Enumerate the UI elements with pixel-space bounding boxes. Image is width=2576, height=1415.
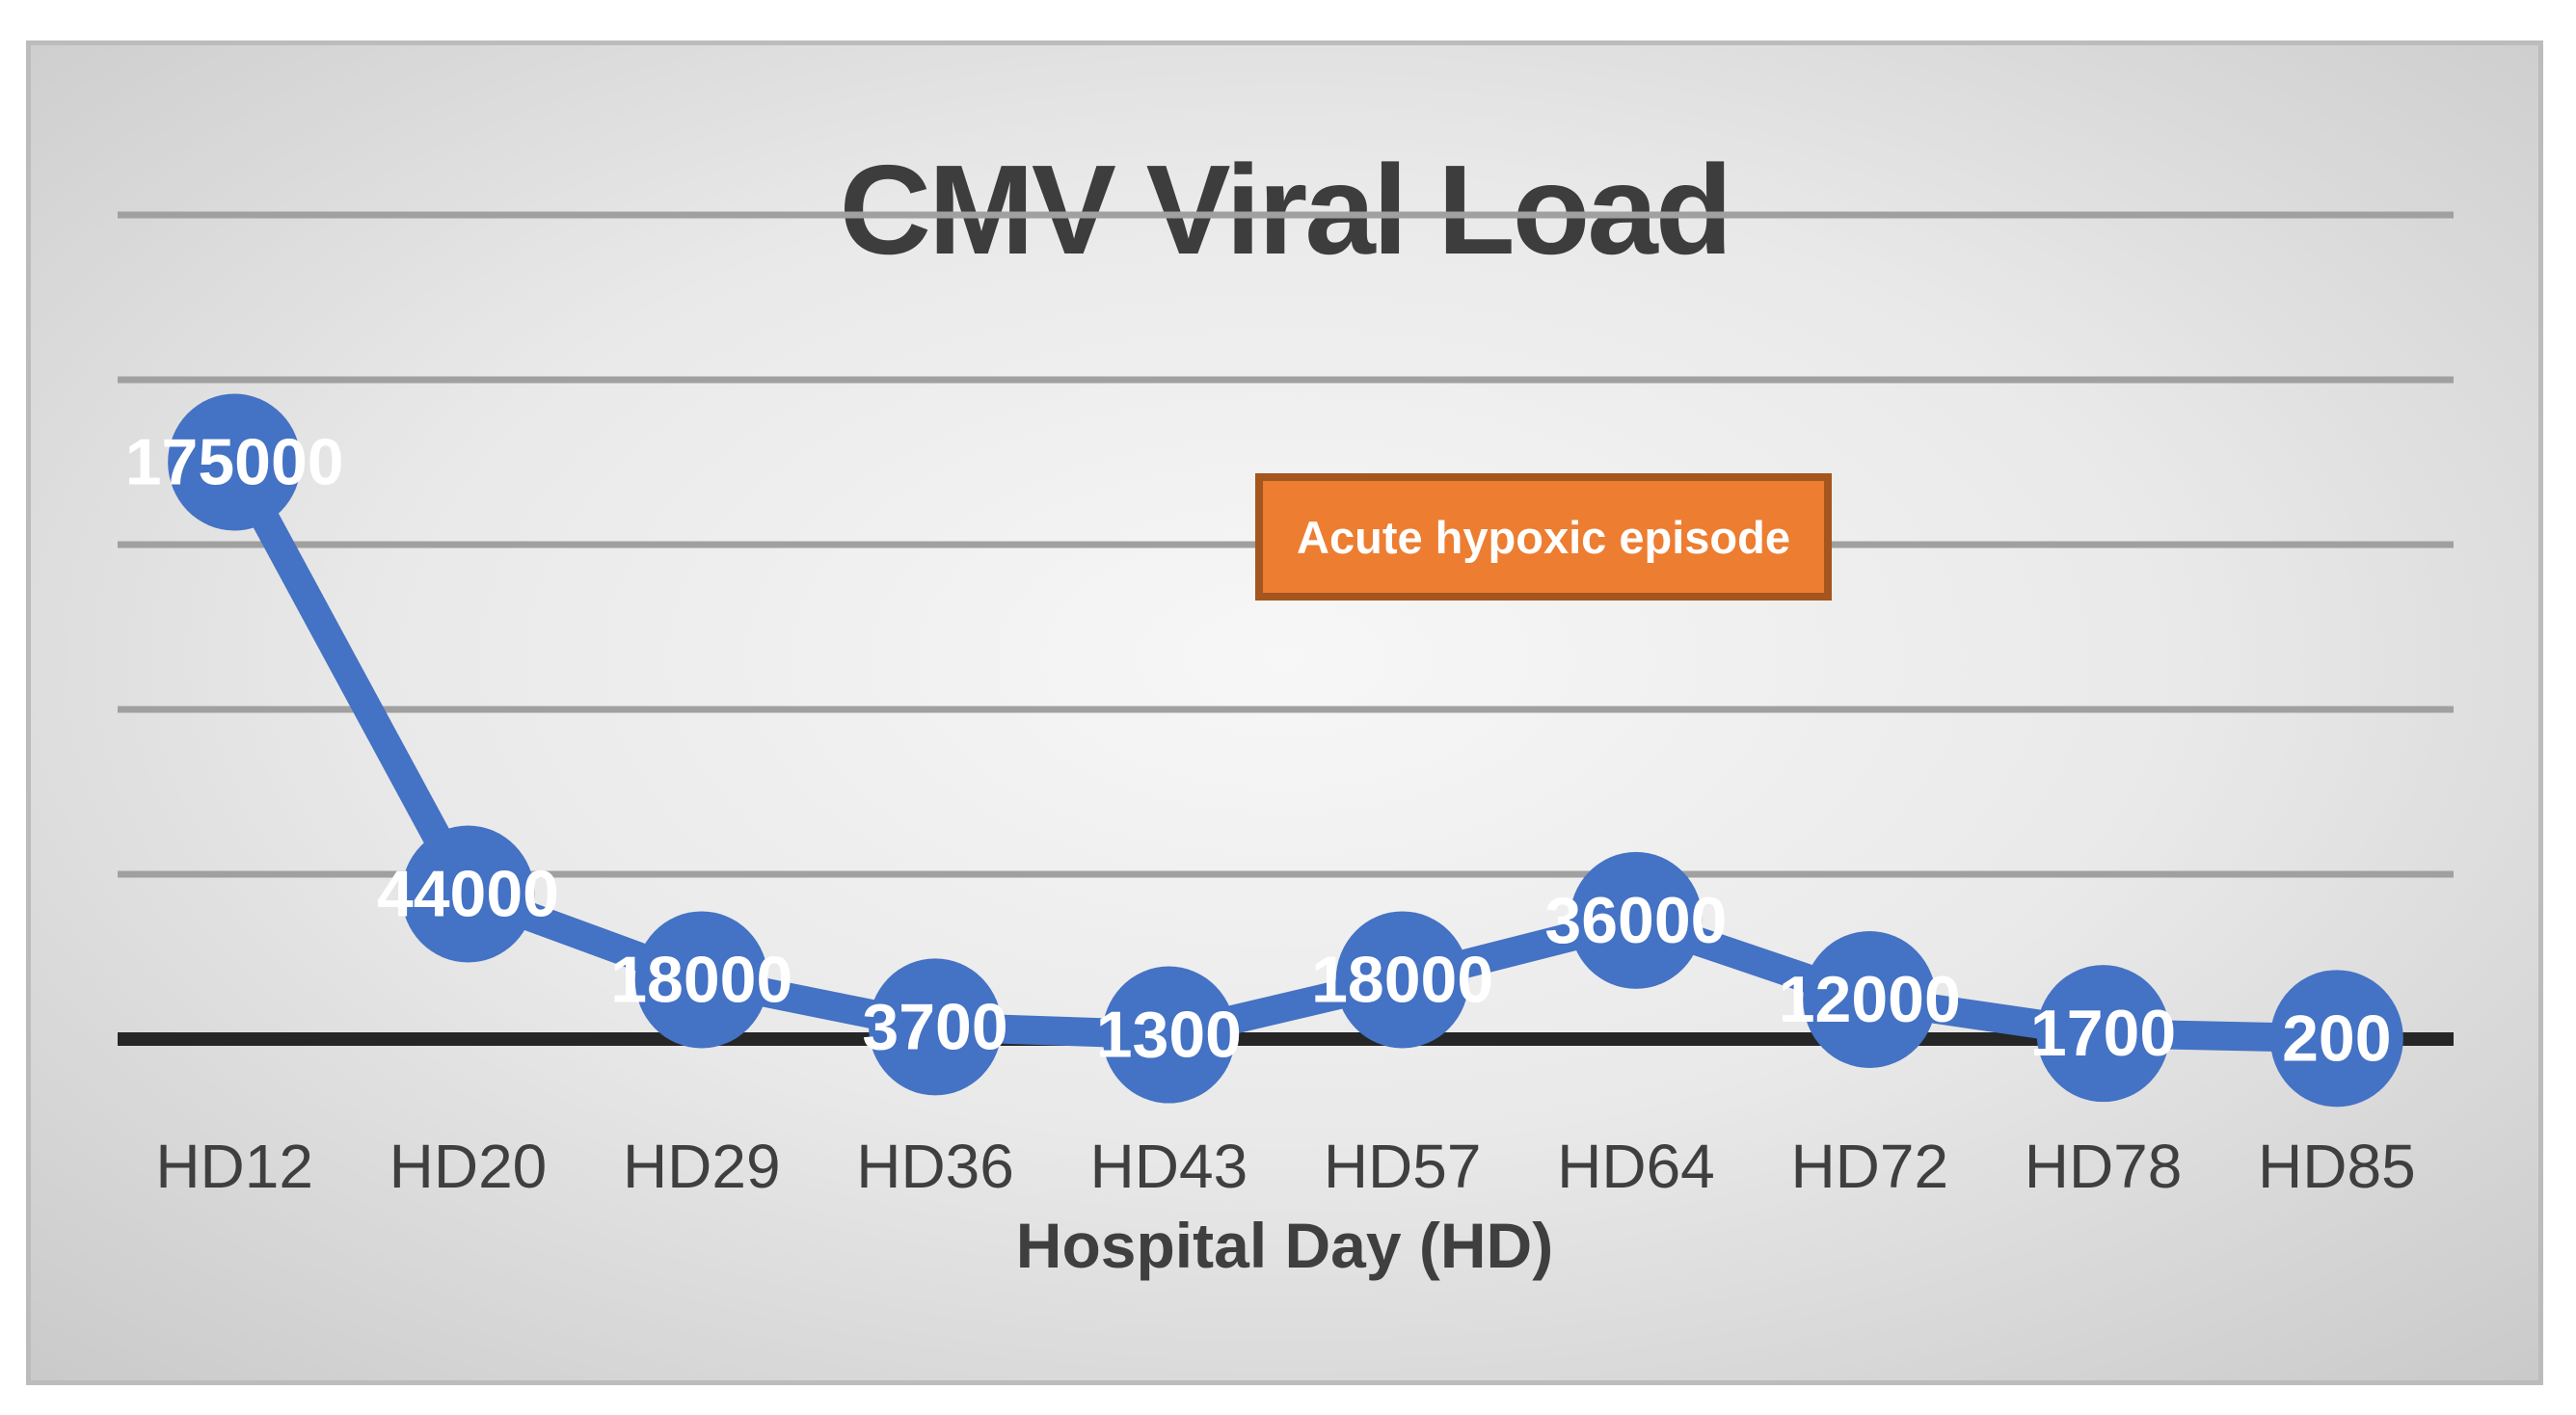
annotation-box: Acute hypoxic episode [1255,473,1832,601]
x-tick-label: HD85 [2258,1132,2416,1201]
data-point-marker [2269,970,2403,1108]
data-point-marker [2036,965,2170,1103]
x-tick-label: HD29 [623,1132,781,1201]
data-label: 18000 [1311,943,1493,1016]
data-label: 175000 [125,426,344,499]
data-label: 1700 [2030,997,2176,1070]
chart-title: CMV Viral Load [839,139,1733,280]
data-label: 44000 [377,858,559,931]
x-tick-label: HD12 [155,1132,313,1201]
data-point-marker [1102,966,1236,1104]
series-line [220,447,2351,1054]
x-tick-label: HD20 [389,1132,548,1201]
line-plot: 175000 HD12 44000 HD20 18000 HD29 3700 HD36 1300… [118,211,2454,1201]
data-label: 12000 [1779,963,1961,1036]
data-point-marker [869,958,1003,1096]
x-tick-label: HD43 [1090,1132,1248,1201]
x-tick-label: HD57 [1324,1132,1482,1201]
x-tick-label: HD78 [2025,1132,2183,1201]
data-point-marker [1569,851,1703,989]
x-tick-label: HD72 [1790,1132,1948,1201]
data-label: 36000 [1544,884,1727,957]
x-tick-label: HD64 [1557,1132,1715,1201]
data-label: 18000 [610,943,792,1016]
x-axis-title: Hospital Day (HD) [1015,1210,1554,1281]
annotation-label: Acute hypoxic episode [1297,511,1790,563]
data-point-marker [1803,930,1937,1068]
x-tick-label: HD36 [856,1132,1014,1201]
data-label: 1300 [1096,999,1242,1072]
data-point-marker [168,393,302,531]
data-point-marker [401,825,535,963]
data-label: 3700 [862,990,1007,1063]
data-point-marker [1335,911,1469,1049]
data-label: 200 [2282,1001,2391,1075]
cmv-viral-load-chart: CMV Viral Load 175000 HD12 44000 HD20 18000 H… [26,40,2543,1385]
data-point-marker [634,911,768,1049]
